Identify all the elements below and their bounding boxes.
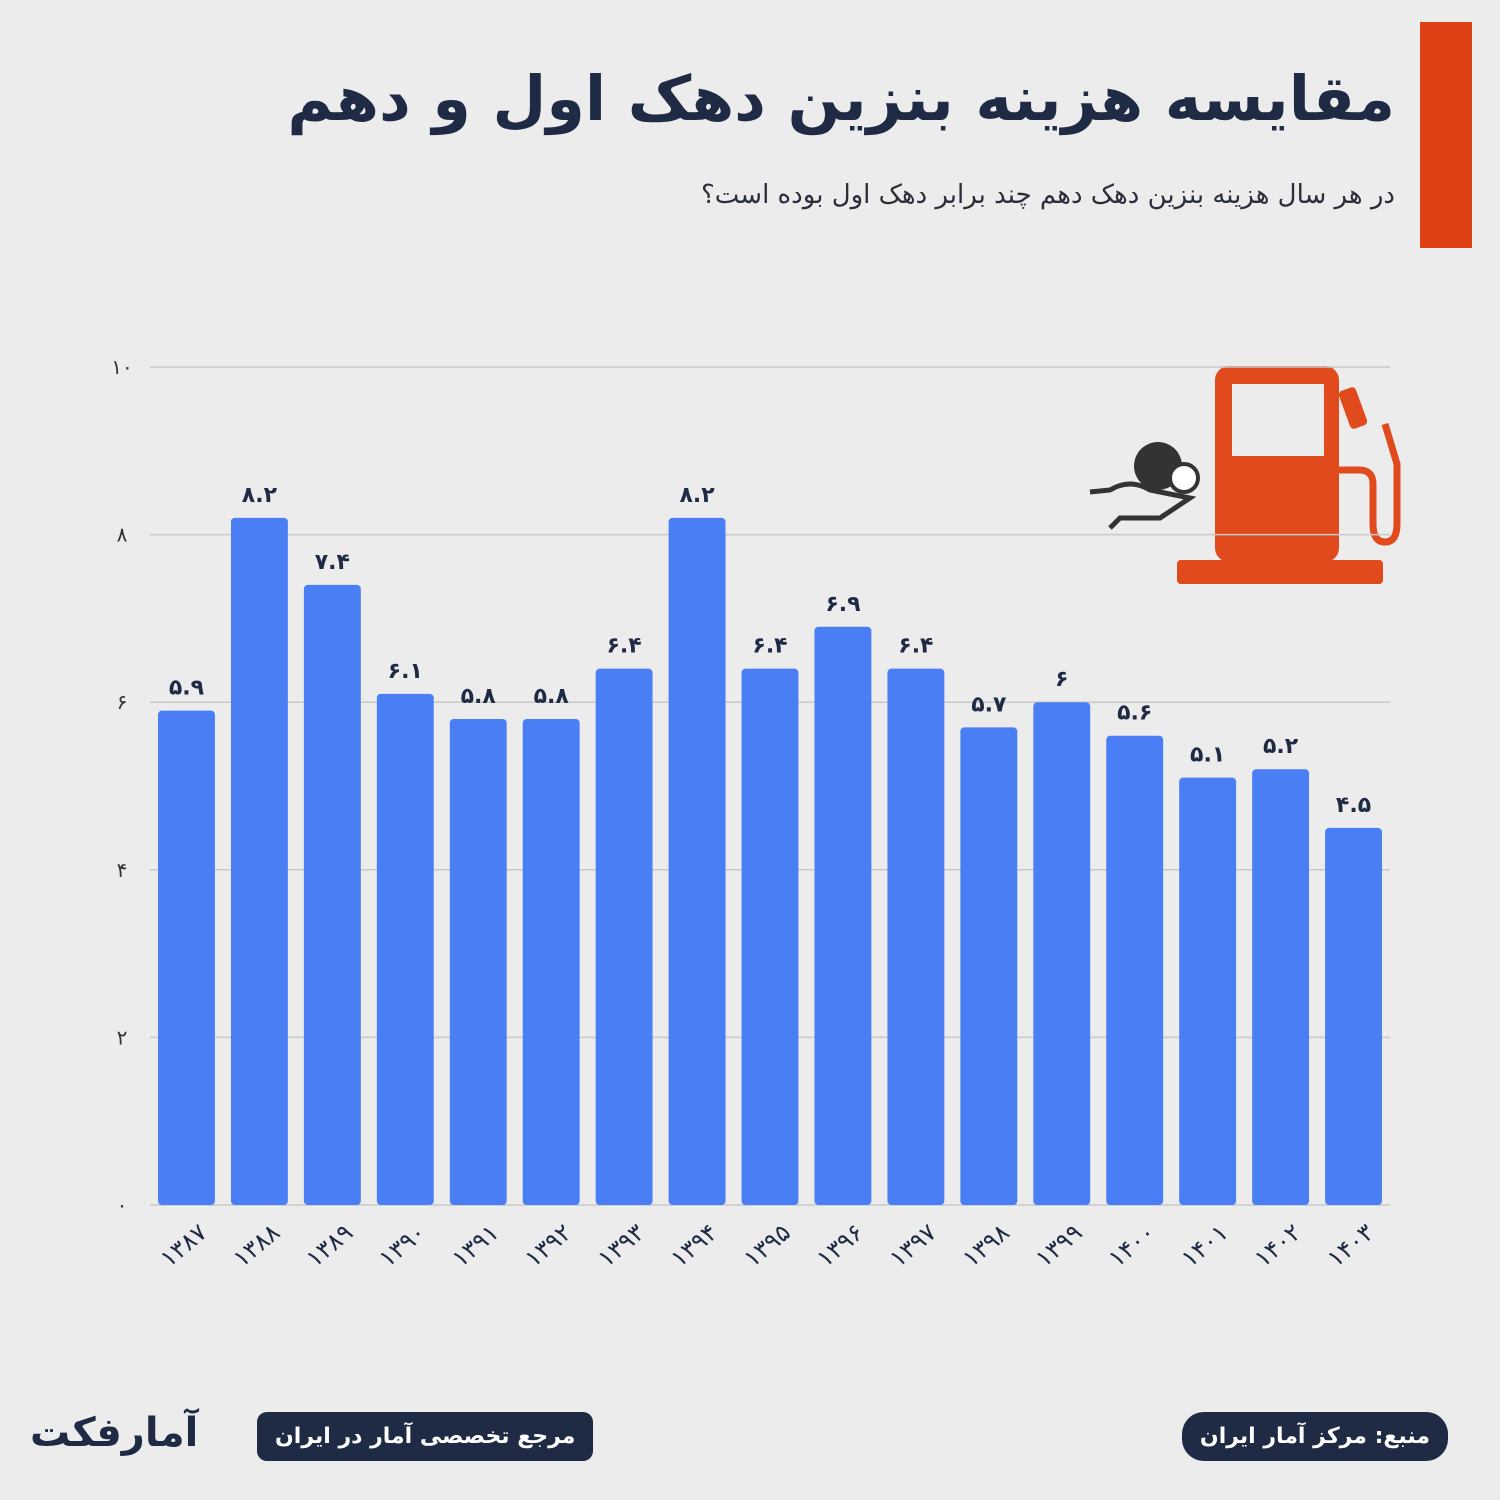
x-tick-label: ۱۳۹۸ [957, 1218, 1015, 1273]
value-label: ۶.۴ [607, 634, 642, 659]
x-tick-label: ۱۳۹۷ [884, 1218, 942, 1273]
x-tick-label: ۱۳۸۹ [301, 1218, 358, 1273]
value-label: ۵.۷ [971, 692, 1007, 717]
x-tick-label: ۱۳۹۴ [665, 1218, 722, 1273]
brand: آمارفکت [30, 1410, 199, 1456]
x-tick-label: ۱۴۰۳ [1322, 1218, 1380, 1273]
bar [376, 693, 434, 1205]
bar [522, 718, 580, 1205]
value-label: ۴.۵ [1336, 793, 1371, 818]
x-tick-label: ۱۴۰۰ [1103, 1218, 1160, 1273]
x-tick-label: ۱۳۸۸ [228, 1218, 286, 1273]
bar [303, 584, 361, 1205]
pump-icon [1177, 366, 1401, 584]
value-label: ۶.۴ [752, 634, 787, 659]
x-tick-label: ۱۳۸۷ [155, 1218, 213, 1273]
bar [741, 668, 799, 1205]
y-tick-label: ۴ [117, 858, 128, 882]
y-tick-label: ۱۰ [111, 355, 132, 379]
value-label: ۶ [1055, 667, 1068, 692]
x-tick-label: ۱۳۹۲ [520, 1218, 577, 1273]
bar [1033, 702, 1091, 1205]
y-tick-label: ۸ [117, 523, 128, 547]
bar [449, 718, 507, 1205]
value-label: ۶.۴ [898, 634, 933, 659]
value-label: ۸.۲ [679, 483, 715, 508]
source: منبع: مرکز آمار ایران [1181, 1412, 1448, 1461]
bar [814, 626, 872, 1205]
bar [230, 517, 288, 1205]
value-label: ۶.۱ [388, 659, 423, 684]
y-tick-label: ۰ [117, 1193, 128, 1217]
bar [960, 727, 1018, 1205]
x-tick-label: ۱۳۹۳ [592, 1218, 650, 1273]
x-tick-label: ۱۳۹۱ [447, 1218, 504, 1273]
bar [887, 668, 945, 1205]
value-label: ۸.۲ [242, 483, 278, 508]
x-tick-label: ۱۴۰۲ [1249, 1218, 1306, 1273]
bar [1106, 735, 1164, 1205]
value-label: ۵.۱ [1190, 743, 1225, 768]
value-label: ۶.۹ [825, 592, 860, 617]
x-tick-label: ۱۳۹۵ [738, 1218, 795, 1273]
subtitle: در هر سال هزینه بنزین دهک دهم چند برابر … [700, 180, 1395, 210]
value-label: ۵.۸ [534, 684, 570, 709]
x-tick-label: ۱۳۹۰ [374, 1218, 431, 1273]
tagline: مرجع تخصصی آمار در ایران [257, 1412, 594, 1461]
bar [668, 517, 726, 1205]
money-icon [1089, 442, 1200, 530]
bar [158, 710, 215, 1205]
bar [595, 668, 653, 1205]
bar [1179, 777, 1237, 1205]
title: مقایسه هزینه بنزین دهک اول و دهم [287, 62, 1395, 135]
y-tick-label: ۶ [117, 690, 128, 714]
bar [1325, 827, 1382, 1205]
value-label: ۵.۲ [1263, 734, 1299, 759]
x-tick-label: ۱۳۹۹ [1030, 1218, 1087, 1273]
value-label: ۷.۴ [315, 550, 350, 575]
x-tick-label: ۱۳۹۶ [811, 1218, 868, 1273]
value-label: ۵.۶ [1117, 701, 1152, 726]
x-tick-label: ۱۴۰۱ [1176, 1218, 1233, 1273]
bar [1252, 769, 1310, 1205]
value-label: ۵.۸ [461, 684, 497, 709]
y-tick-label: ۲ [117, 1025, 128, 1049]
accent-bar [1420, 22, 1472, 248]
value-label: ۵.۹ [169, 676, 204, 701]
